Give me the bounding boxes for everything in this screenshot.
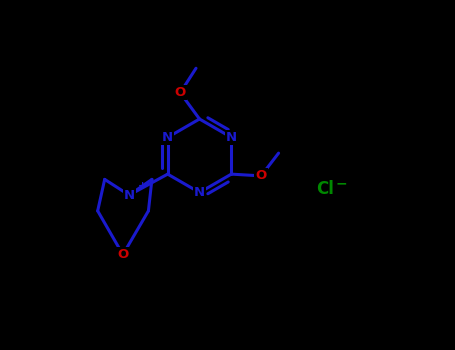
Text: N: N bbox=[226, 131, 237, 144]
Text: O: O bbox=[117, 248, 128, 261]
Text: N: N bbox=[162, 131, 173, 144]
Text: O: O bbox=[175, 86, 186, 99]
Text: +: + bbox=[137, 181, 147, 191]
Text: O: O bbox=[255, 169, 267, 182]
Text: N: N bbox=[194, 186, 205, 199]
Text: N: N bbox=[124, 189, 135, 202]
Text: −: − bbox=[335, 177, 347, 191]
Text: Cl: Cl bbox=[317, 180, 334, 198]
